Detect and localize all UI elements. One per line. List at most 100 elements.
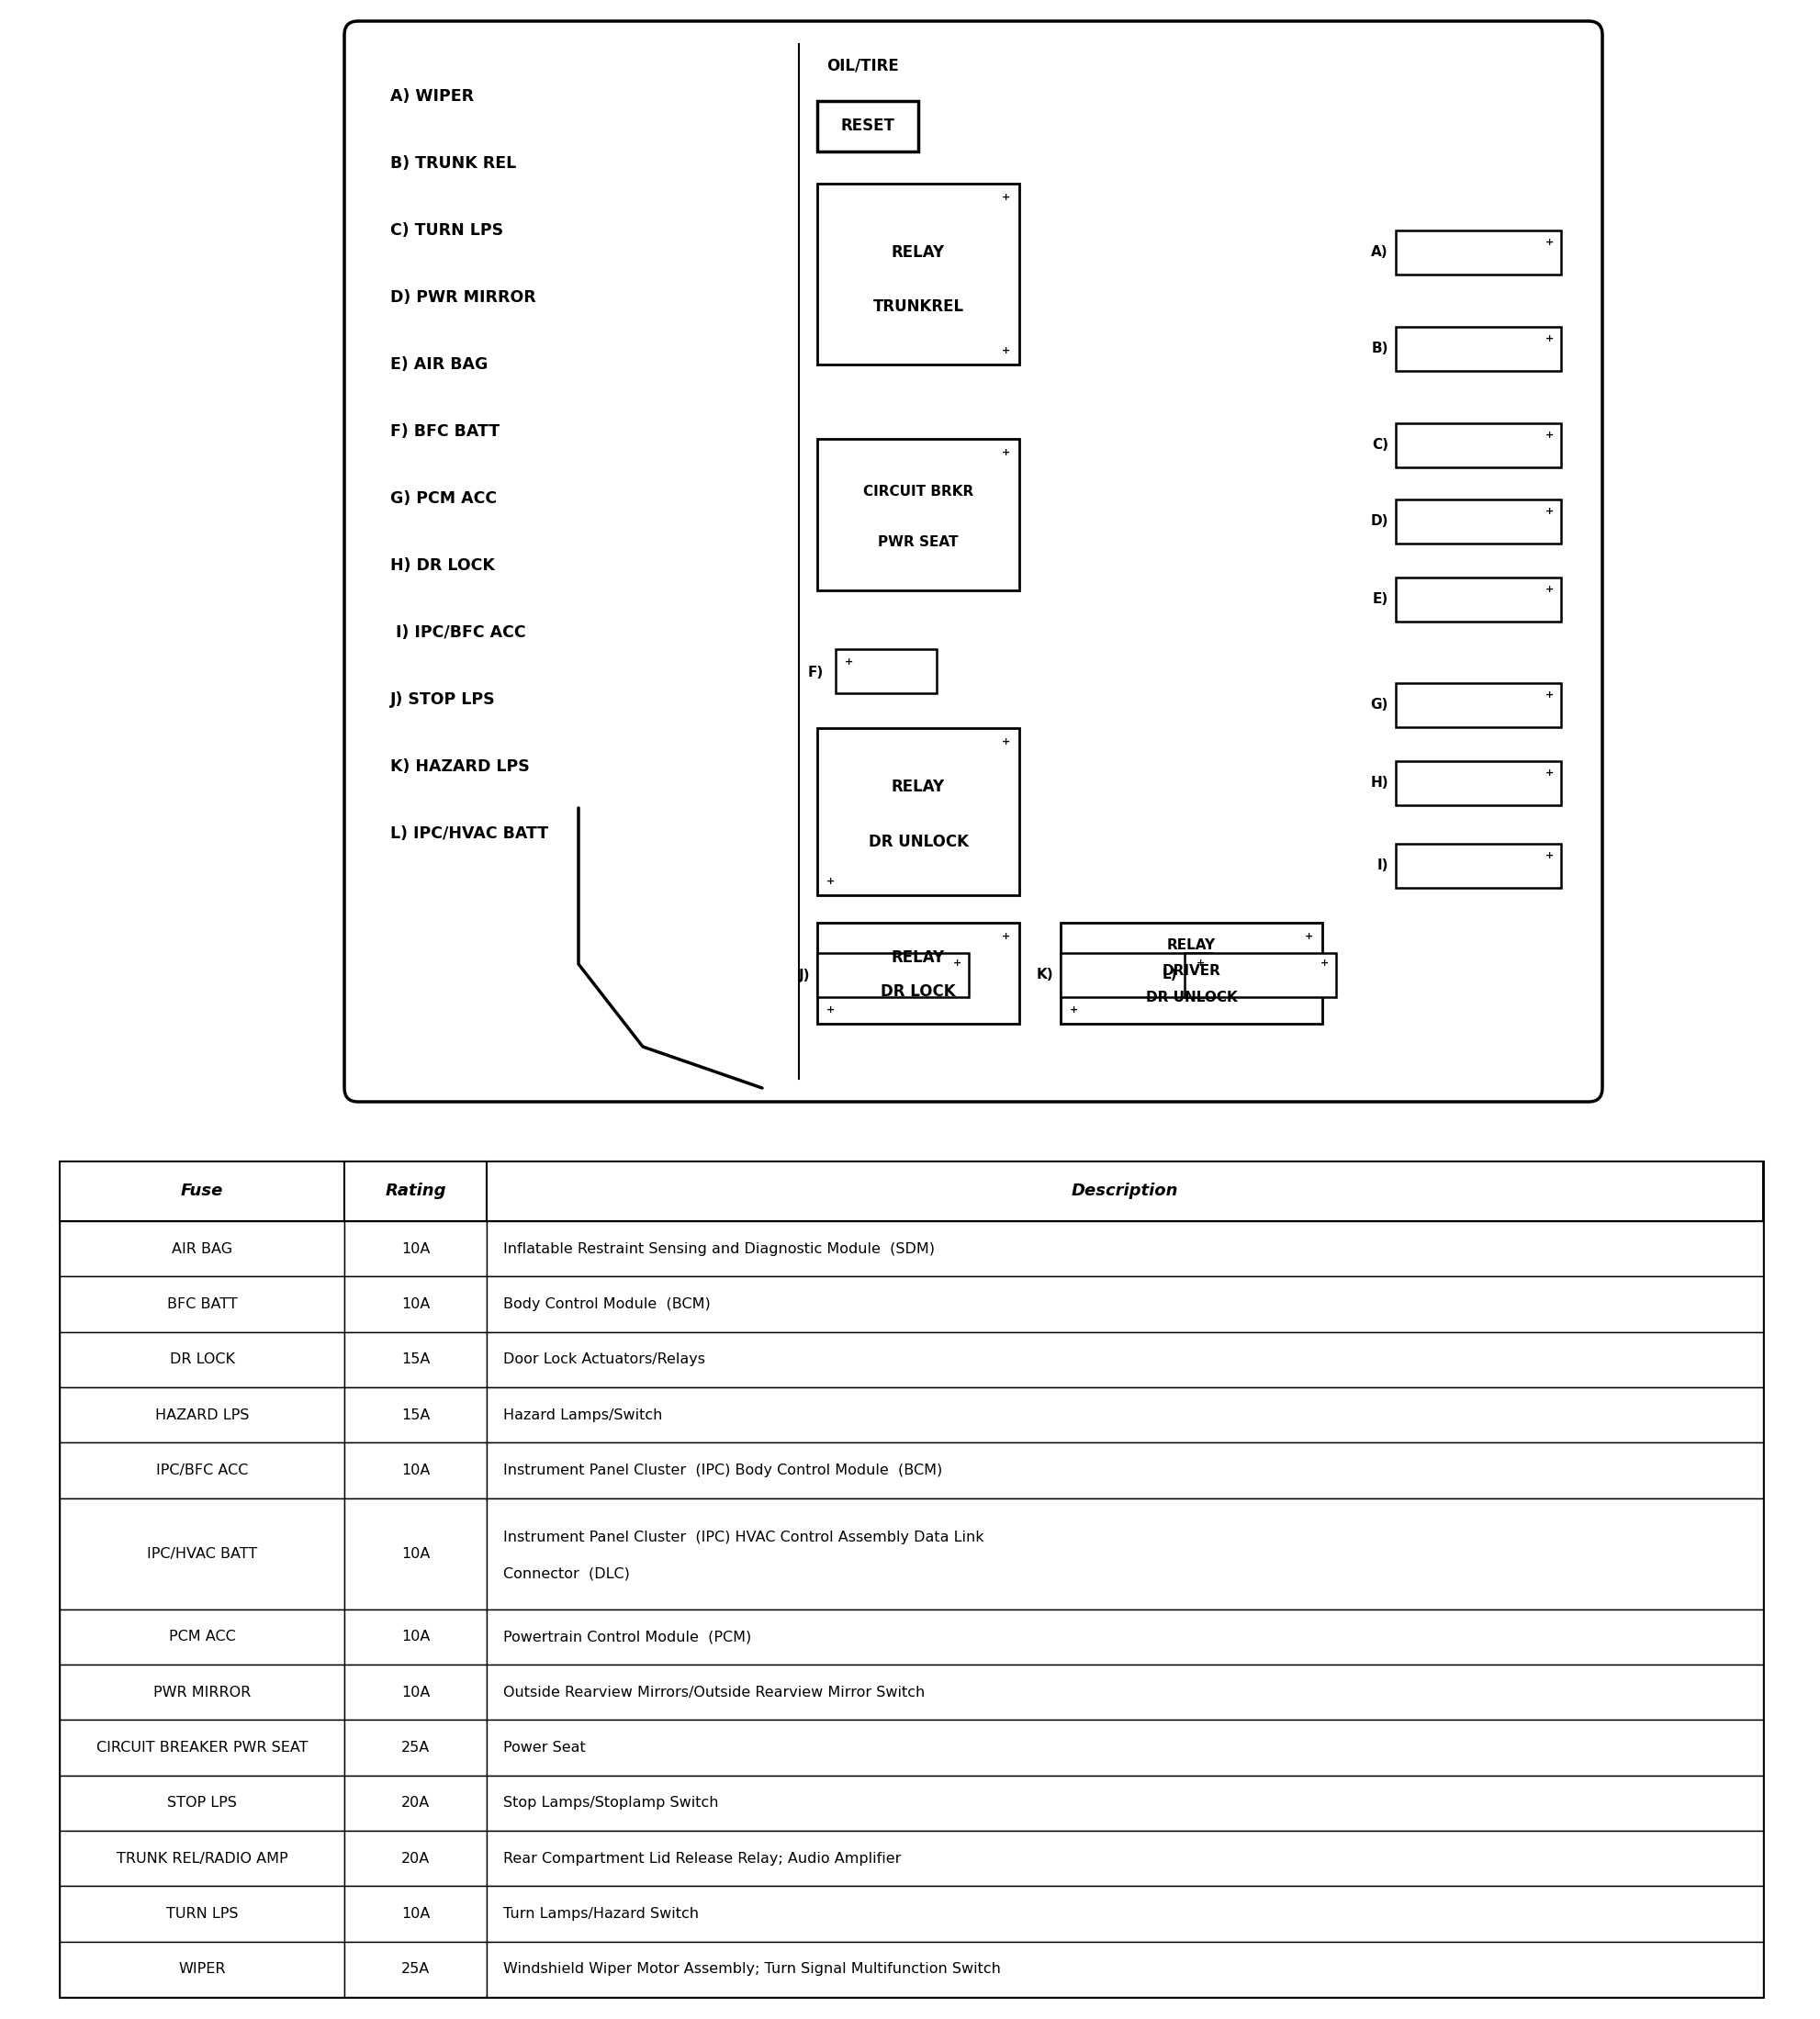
Text: 15A: 15A [400,1407,430,1421]
Text: Power Seat: Power Seat [502,1740,586,1755]
Text: +: + [1001,192,1010,202]
Bar [486,1387,1764,1444]
Bar [344,1498,486,1609]
Text: BFC BATT: BFC BATT [167,1298,237,1310]
Text: Stop Lamps/Stoplamp Switch: Stop Lamps/Stoplamp Switch [502,1797,719,1809]
Text: WIPER: WIPER [178,1962,226,1977]
Text: 10A: 10A [400,1298,430,1310]
Text: F) BFC BATT: F) BFC BATT [389,424,501,440]
Bar [486,1333,1764,1387]
Text: RELAY: RELAY [1167,939,1216,951]
Text: D) PWR MIRROR: D) PWR MIRROR [389,289,537,305]
Bar [486,1498,1764,1609]
Text: Instrument Panel Cluster  (IPC) Body Control Module  (BCM): Instrument Panel Cluster (IPC) Body Cont… [502,1464,943,1478]
Text: 10A: 10A [400,1686,430,1700]
Bar [817,184,1019,365]
Text: TRUNKREL: TRUNKREL [874,299,965,315]
Bar [817,438,1019,590]
Text: 10A: 10A [400,1242,430,1256]
Bar [60,1161,344,1221]
Text: Rating: Rating [386,1183,446,1199]
Text: PWR MIRROR: PWR MIRROR [153,1686,251,1700]
Text: +: + [1545,586,1554,594]
Bar [1185,953,1336,997]
Text: 25A: 25A [400,1962,430,1977]
Text: +: + [1001,345,1010,355]
Text: DRIVER: DRIVER [1163,965,1221,977]
Bar [1061,953,1212,997]
Bar [835,650,937,693]
Bar [1396,844,1562,888]
Text: Connector  (DLC): Connector (DLC) [502,1567,630,1581]
Text: Windshield Wiper Motor Assembly; Turn Signal Multifunction Switch: Windshield Wiper Motor Assembly; Turn Si… [502,1962,1001,1977]
Text: E): E) [1372,594,1389,606]
FancyBboxPatch shape [344,20,1602,1102]
Text: I): I) [1378,858,1389,872]
Text: +: + [826,876,835,886]
Text: J) STOP LPS: J) STOP LPS [389,690,495,709]
Bar [1396,682,1562,727]
Text: PWR SEAT: PWR SEAT [877,535,959,549]
Bar [486,1775,1764,1831]
Bar [60,1498,344,1609]
Bar [344,1333,486,1387]
Text: 15A: 15A [400,1353,430,1367]
Bar [344,1276,486,1333]
Bar [344,1444,486,1498]
Bar [1396,577,1562,622]
Text: OIL/TIRE: OIL/TIRE [826,59,899,75]
Text: Turn Lamps/Hazard Switch: Turn Lamps/Hazard Switch [502,1908,699,1920]
Bar [344,1831,486,1886]
Text: +: + [1320,959,1329,967]
Bar [344,1221,486,1276]
Text: +: + [1545,852,1554,860]
Bar [60,1831,344,1886]
Bar [60,1720,344,1775]
Text: PCM ACC: PCM ACC [169,1629,235,1643]
Bar [486,1831,1764,1886]
Text: E) AIR BAG: E) AIR BAG [389,355,488,374]
Text: I) IPC/BFC ACC: I) IPC/BFC ACC [389,624,526,640]
Text: +: + [1001,448,1010,456]
Text: DR UNLOCK: DR UNLOCK [1145,991,1238,1003]
Bar [486,1720,1764,1775]
Bar [1396,761,1562,806]
Text: RELAY: RELAY [892,949,945,967]
Text: Rear Compartment Lid Release Relay; Audio Amplifier: Rear Compartment Lid Release Relay; Audi… [502,1851,901,1866]
Text: +: + [1070,1005,1077,1016]
Text: +: + [844,658,854,666]
Bar [344,1886,486,1942]
Text: D): D) [1370,515,1389,529]
Text: CIRCUIT BREAKER PWR SEAT: CIRCUIT BREAKER PWR SEAT [96,1740,308,1755]
Bar [344,1942,486,1997]
Bar [344,1387,486,1444]
Text: Fuse: Fuse [180,1183,224,1199]
Bar [486,1664,1764,1720]
Bar [1396,424,1562,466]
Text: 10A: 10A [400,1547,430,1561]
Text: TRUNK REL/RADIO AMP: TRUNK REL/RADIO AMP [116,1851,288,1866]
Bar [1396,499,1562,543]
Text: B): B) [1372,341,1389,355]
Bar [344,1161,486,1221]
Text: +: + [1305,933,1312,941]
Text: +: + [1545,430,1554,440]
Text: +: + [1545,335,1554,343]
Bar [486,1276,1764,1333]
Bar [60,1609,344,1664]
Bar [344,1775,486,1831]
Text: F): F) [808,666,824,680]
Bar [486,1609,1764,1664]
Text: H) DR LOCK: H) DR LOCK [389,557,495,573]
Text: 25A: 25A [400,1740,430,1755]
Text: C) TURN LPS: C) TURN LPS [389,222,504,238]
Text: 10A: 10A [400,1908,430,1920]
Text: DR LOCK: DR LOCK [169,1353,235,1367]
Bar [486,1444,1764,1498]
Bar [60,1775,344,1831]
Text: 20A: 20A [400,1797,430,1809]
Text: +: + [1001,737,1010,747]
Text: L) IPC/HVAC BATT: L) IPC/HVAC BATT [389,826,548,842]
Bar [344,1609,486,1664]
Text: TURN LPS: TURN LPS [166,1908,238,1920]
